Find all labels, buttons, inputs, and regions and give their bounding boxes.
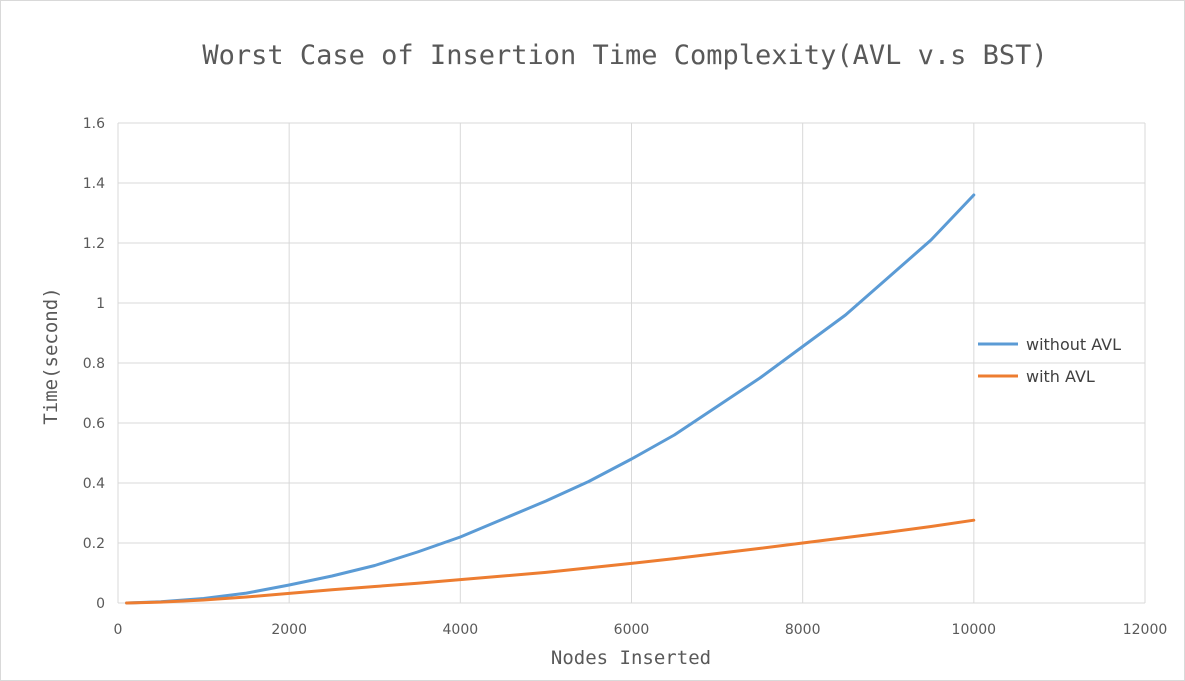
legend: without AVL with AVL [978,335,1121,386]
y-tick-label: 1.2 [83,236,105,252]
x-tick-label: 2000 [271,622,307,638]
y-tick-label: 0.8 [83,356,105,372]
chart-title: Worst Case of Insertion Time Complexity(… [202,40,1047,71]
series-line-0 [125,193,976,605]
y-tick-label: 1.6 [83,116,105,132]
tick-labels: 0 0.2 0.4 0.6 0.8 1 1.2 1.4 1.6 0 2000 4000 6000 8000… [83,116,1168,638]
y-tick-label: 0.6 [83,416,105,432]
x-tick-label: 4000 [443,622,479,638]
legend-entry-1: with AVL [1026,367,1095,386]
y-axis-title: Time(second) [40,287,62,424]
y-tick-label: 0.4 [83,476,105,492]
y-tick-label: 1.4 [83,176,105,192]
x-axis-title: Nodes Inserted [551,647,711,669]
x-tick-label: 12000 [1123,622,1168,638]
series-line-1 [125,518,976,605]
grid [117,122,1146,604]
x-tick-label: 6000 [614,622,650,638]
x-tick-label: 8000 [785,622,821,638]
series-lines [125,193,976,605]
y-tick-label: 1 [96,296,105,312]
y-tick-label: 0 [96,596,105,612]
y-tick-label: 0.2 [83,536,105,552]
x-tick-label: 0 [114,622,123,638]
x-tick-label: 10000 [952,622,997,638]
legend-entry-0: without AVL [1026,335,1121,354]
